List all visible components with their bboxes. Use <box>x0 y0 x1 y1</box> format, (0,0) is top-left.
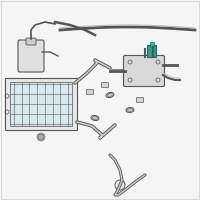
FancyBboxPatch shape <box>102 82 108 88</box>
Circle shape <box>37 133 45 141</box>
FancyBboxPatch shape <box>148 46 156 58</box>
FancyBboxPatch shape <box>18 40 44 72</box>
FancyBboxPatch shape <box>5 78 77 130</box>
Ellipse shape <box>128 108 132 112</box>
Ellipse shape <box>108 93 112 97</box>
FancyBboxPatch shape <box>150 42 154 46</box>
Circle shape <box>39 135 43 139</box>
FancyBboxPatch shape <box>136 98 144 102</box>
Circle shape <box>117 182 123 188</box>
Ellipse shape <box>106 92 114 98</box>
FancyBboxPatch shape <box>124 55 164 86</box>
FancyBboxPatch shape <box>86 90 94 95</box>
Ellipse shape <box>91 115 99 121</box>
Ellipse shape <box>126 107 134 113</box>
FancyBboxPatch shape <box>26 38 36 45</box>
Ellipse shape <box>93 116 97 120</box>
FancyBboxPatch shape <box>10 82 72 126</box>
